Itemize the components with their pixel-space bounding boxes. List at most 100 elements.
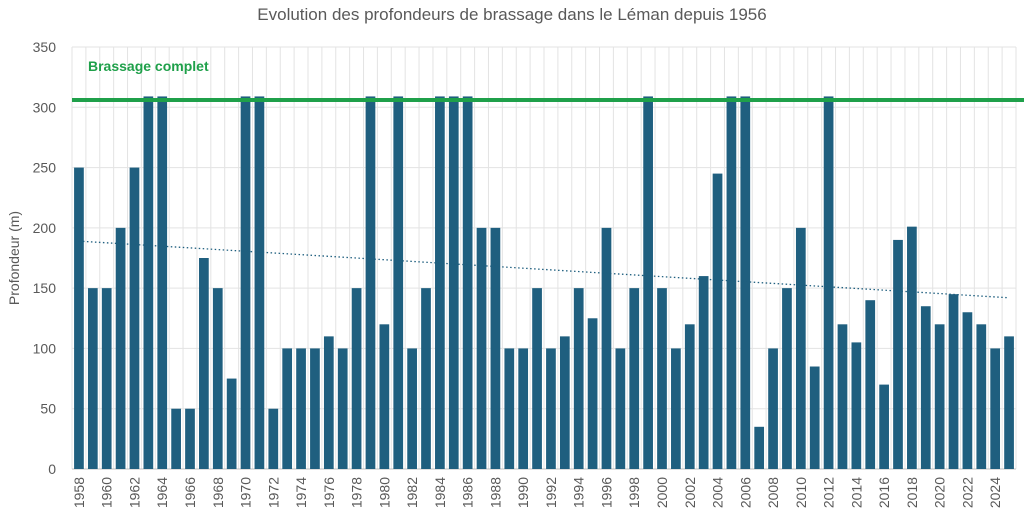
bar-2016 (879, 384, 889, 469)
x-tick-label: 2006 (737, 477, 753, 508)
bar-2005 (726, 96, 737, 469)
bar-1981 (393, 96, 404, 469)
bar-1982 (407, 348, 417, 469)
bar-1970 (240, 96, 251, 469)
x-tick-label: 1962 (126, 477, 142, 508)
bars (74, 96, 1014, 470)
bar-1999 (643, 96, 653, 469)
bar-1980 (379, 324, 390, 469)
bar-1994 (573, 288, 584, 469)
reference-line-label: Brassage complet (88, 58, 209, 74)
bar-1993 (559, 336, 570, 469)
bar-2002 (684, 324, 695, 469)
x-tick-label: 1994 (571, 477, 587, 508)
x-tick-label: 1976 (321, 477, 337, 508)
bar-1989 (504, 348, 515, 469)
y-tick-label: 100 (33, 340, 57, 356)
x-axis-ticks: 1958 1960 1962 1964 1966 1968 1970 1972 1974 1976… (71, 477, 1003, 508)
y-tick-label: 350 (33, 39, 57, 55)
bar-1983 (421, 288, 431, 469)
bar-1992 (546, 348, 556, 469)
bar-2008 (768, 348, 778, 469)
x-tick-label: 1964 (154, 477, 170, 508)
x-tick-label: 2000 (654, 477, 670, 508)
x-tick-label: 1980 (376, 477, 392, 508)
bar-1974 (296, 348, 306, 469)
bar-1978 (351, 288, 362, 469)
bar-1968 (212, 288, 223, 469)
bar-1971 (254, 96, 265, 469)
x-tick-label: 1972 (265, 477, 281, 508)
bar-1965 (171, 408, 181, 469)
x-tick-label: 1966 (182, 477, 198, 508)
bar-2014 (851, 342, 862, 469)
bar-1966 (185, 408, 195, 469)
bar-1961 (115, 227, 126, 469)
x-tick-label: 2024 (987, 477, 1003, 508)
x-tick-label: 2008 (765, 477, 781, 508)
bar-2001 (671, 348, 681, 469)
y-tick-label: 250 (33, 160, 57, 176)
x-tick-label: 1992 (543, 477, 559, 508)
bar-2021 (948, 294, 959, 469)
bar-2013 (837, 324, 848, 469)
bar-1988 (490, 227, 501, 469)
x-tick-label: 1960 (99, 477, 115, 508)
x-tick-label: 2018 (904, 477, 920, 508)
x-tick-label: 2012 (821, 477, 837, 508)
bar-1995 (587, 318, 598, 469)
bar-1984 (435, 96, 445, 469)
bar-1973 (282, 348, 293, 469)
x-tick-label: 1996 (598, 477, 614, 508)
x-tick-label: 1984 (432, 477, 448, 508)
bar-1967 (199, 258, 209, 469)
bar-1991 (532, 288, 542, 469)
bar-1964 (157, 96, 168, 469)
bar-2009 (782, 288, 792, 469)
bar-1987 (476, 227, 487, 469)
x-tick-label: 1998 (626, 477, 642, 508)
bar-1976 (323, 336, 334, 469)
bar-2011 (809, 366, 820, 469)
bar-2019 (920, 306, 931, 469)
x-tick-label: 1958 (71, 477, 87, 508)
bar-2017 (893, 239, 903, 469)
bar-2004 (712, 173, 723, 469)
bar-1986 (462, 96, 473, 469)
trendline (78, 240, 1010, 299)
bar-2025 (1004, 336, 1014, 469)
bar-2018 (907, 226, 917, 469)
bar-1969 (226, 378, 237, 469)
bar-2015 (865, 300, 876, 469)
bar-1959 (87, 288, 98, 469)
bar-2024 (990, 348, 1001, 469)
bar-1972 (268, 408, 279, 469)
bar-1985 (448, 96, 459, 469)
bar-1958 (74, 167, 84, 470)
bar-1977 (337, 348, 348, 469)
x-tick-label: 1982 (404, 477, 420, 508)
x-tick-label: 2022 (959, 477, 975, 508)
bar-2003 (698, 276, 709, 469)
y-axis-ticks: 0 50 100 150 200 250 300 350 (33, 39, 57, 477)
y-tick-label: 0 (48, 461, 56, 477)
x-tick-label: 1974 (293, 477, 309, 508)
bar-2023 (976, 324, 987, 469)
bar-1996 (601, 227, 612, 469)
x-tick-label: 1968 (210, 477, 226, 508)
bar-1979 (365, 96, 376, 469)
bar-1963 (143, 96, 154, 469)
x-tick-label: 1988 (487, 477, 503, 508)
bar-2012 (823, 96, 834, 469)
bar-2006 (740, 96, 751, 469)
x-tick-label: 1986 (460, 477, 476, 508)
x-tick-label: 1990 (515, 477, 531, 508)
bar-2007 (754, 426, 765, 469)
bar-1962 (129, 167, 140, 470)
bar-1997 (615, 348, 626, 469)
bar-1960 (101, 288, 112, 469)
bar-2000 (657, 288, 667, 469)
bar-1975 (310, 348, 320, 469)
chart-title: Evolution des profondeurs de brassage da… (257, 5, 767, 24)
